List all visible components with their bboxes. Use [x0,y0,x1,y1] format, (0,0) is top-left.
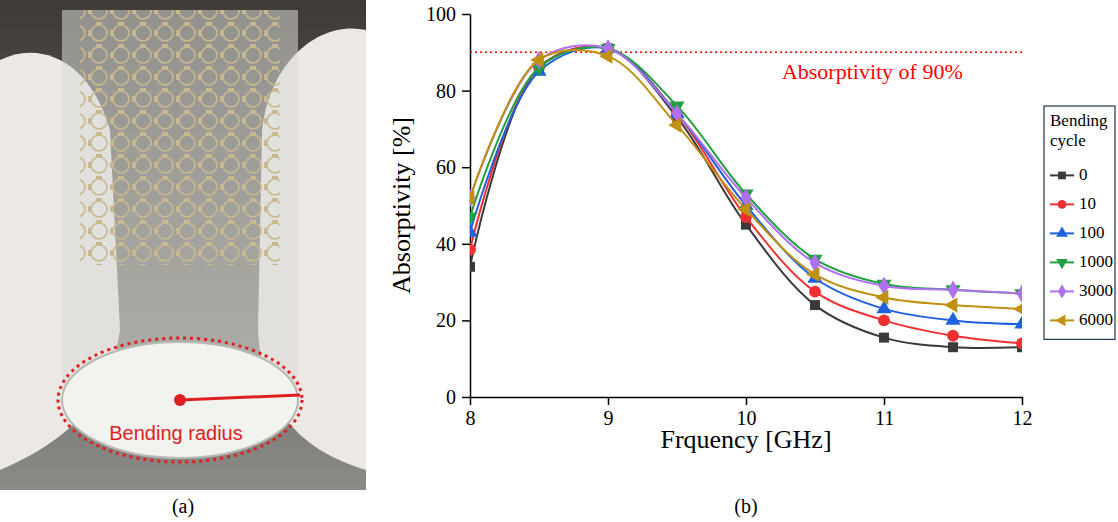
tick-label: 100 [426,3,456,25]
legend-label: 10 [1079,194,1096,213]
figure: Bending radius (a) 8 9 10 11 12 0 20 40 60 80 100 Frq… [0,0,1118,522]
tick: 60 [436,156,470,178]
data-point [470,213,478,226]
tick-mark [462,397,470,399]
legend: Bendingcycle 0 10 100 1000 3000 6000 [1044,106,1115,339]
tick-mark [608,397,610,405]
tick-label: 8 [466,407,476,429]
photo-background [0,0,366,490]
legend-marker [1058,200,1067,209]
y-axis-title: Absorptivity [%] [387,117,416,294]
y-axis: 0 20 40 60 80 100 [426,3,471,408]
tick-mark [462,14,470,16]
data-point [470,262,475,272]
series-line [470,50,1022,309]
photo-annotation: Bending radius [109,422,242,444]
series-line [470,47,1022,324]
legend-marker [1056,259,1068,269]
film-pattern [80,10,280,265]
data-point [530,52,543,67]
legend-label: 3000 [1079,281,1113,300]
data-point [599,49,612,64]
data-point [470,244,476,256]
data-point [878,314,890,326]
data-point [810,300,820,310]
data-point [944,297,957,312]
tick-mark [1022,397,1024,405]
legend-label: 1000 [1079,252,1113,271]
x-axis-title: Frquency [GHz] [660,425,831,454]
data-point [947,330,959,342]
data-point [945,312,960,325]
legend-marker [1055,315,1065,327]
tick: 100 [426,3,470,25]
legend-label: 0 [1079,165,1088,184]
tick-label: 20 [436,309,456,331]
tick-label: 9 [604,407,614,429]
series-line [470,47,1022,294]
tick-label: 40 [436,233,456,255]
panel-label: (b) [734,495,757,518]
tick-mark [884,397,886,405]
series-line [470,45,1022,293]
radius-center [174,394,186,406]
data-point [737,202,750,217]
legend-label: 100 [1079,223,1105,242]
tick: 40 [436,233,470,255]
tick-mark [462,167,470,169]
tick-label: 0 [446,386,456,408]
tick: 8 [466,397,476,429]
series-line [470,47,1022,344]
legend-title: Bendingcycle [1050,111,1108,150]
tick-mark [462,90,470,92]
tick-label: 60 [436,156,456,178]
plot-area [470,39,1022,352]
data-point [1016,337,1022,349]
tick-label: 80 [436,80,456,102]
data-point [470,190,474,205]
tick: 20 [436,309,470,331]
chart-panel: 89101112020406080100Frquency [GHz]Absorp… [387,3,1033,518]
legend-marker [1058,284,1066,298]
tick-label: 11 [875,407,894,429]
photo-panel: Bending radius (a) [0,0,366,518]
data-point [1013,301,1022,316]
legend-frame [1044,106,1115,339]
data-point [1014,315,1022,328]
tick: 80 [436,80,470,102]
data-point [809,286,821,298]
data-point [1017,284,1022,303]
data-point [806,267,819,282]
radius-line [180,395,300,400]
annotation-label: Absorptivity of 90% [782,59,963,84]
data-point [948,280,959,299]
tick: 12 [1013,397,1033,429]
data-point [948,342,958,352]
tick-mark [462,320,470,322]
cylinder-base [62,342,298,458]
data-point [470,224,478,237]
legend-marker [1058,172,1066,180]
tick-label: 12 [1013,407,1033,429]
data-point [875,290,888,305]
tick: 11 [875,397,894,429]
data-point [879,333,889,343]
tick: 9 [604,397,614,429]
tick: 0 [446,386,470,408]
bending-outline [58,338,302,462]
tick-mark [746,397,748,405]
panel-label: (a) [172,495,194,518]
legend-label: 6000 [1079,310,1113,329]
legend-marker [1056,227,1068,237]
data-point [668,117,681,132]
series-line [470,46,1022,347]
tick-mark [462,244,470,246]
